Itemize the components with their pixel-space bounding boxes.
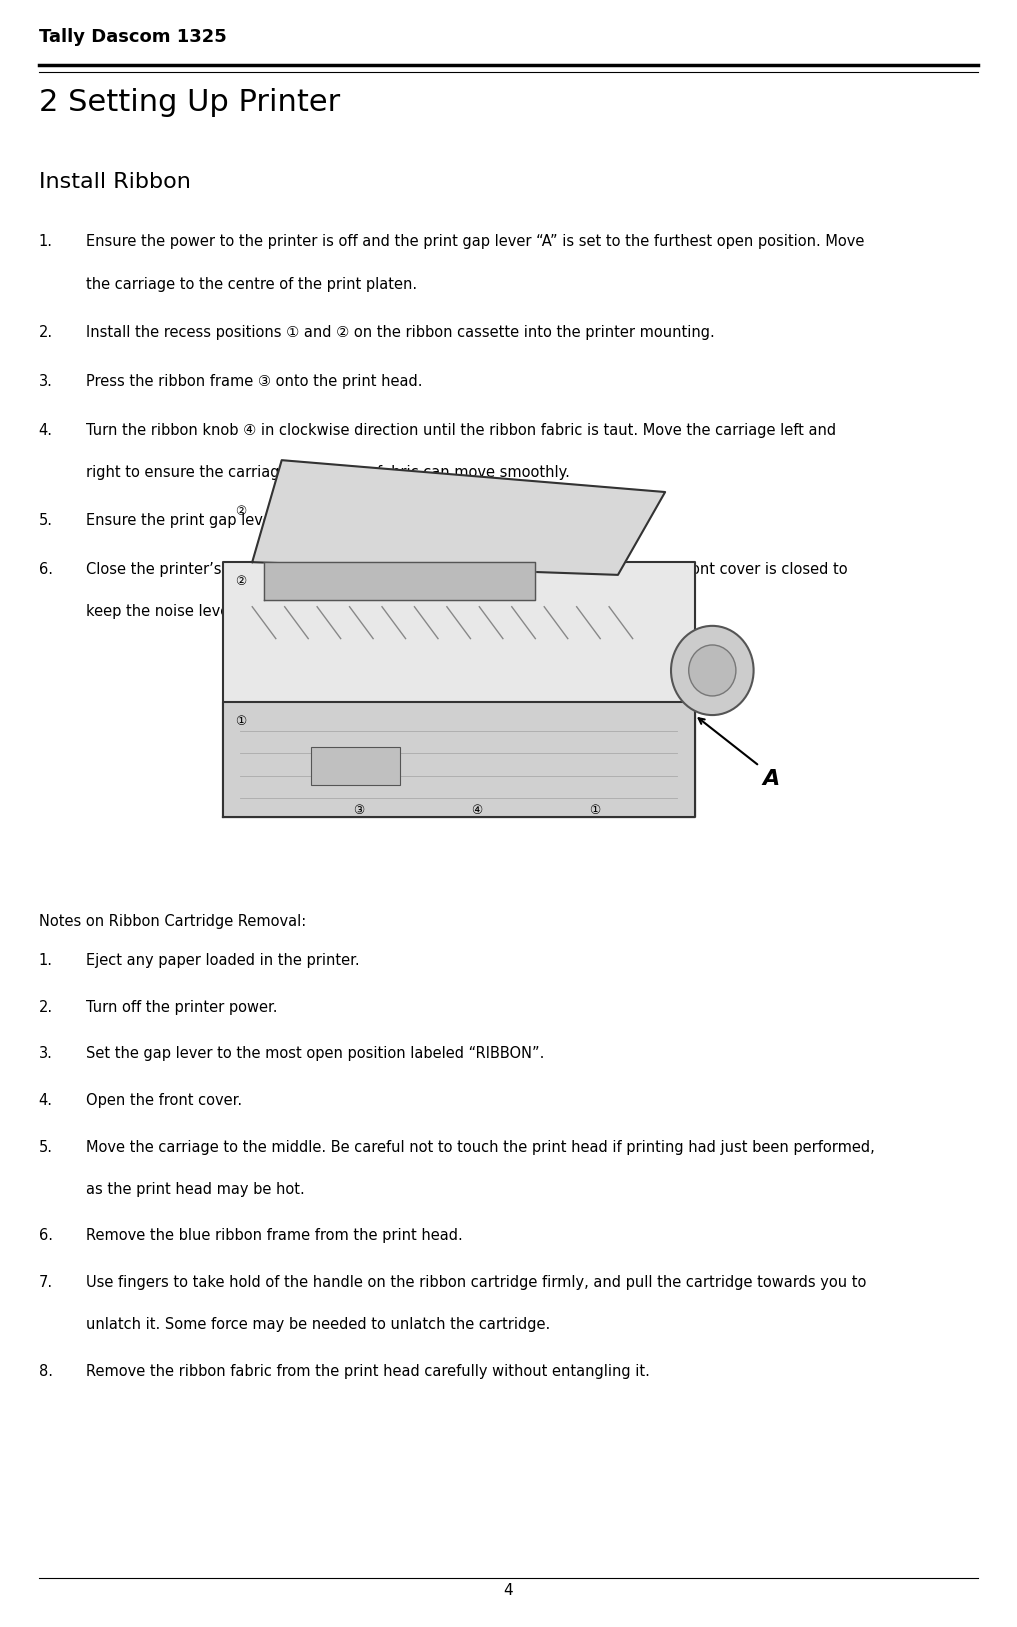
Text: ③: ③ xyxy=(353,804,364,817)
Text: 1.: 1. xyxy=(39,953,53,968)
Text: 3.: 3. xyxy=(39,374,53,389)
Text: right to ensure the carriage and ribbon fabric can move smoothly.: right to ensure the carriage and ribbon … xyxy=(86,465,571,480)
Text: Install Ribbon: Install Ribbon xyxy=(39,172,190,192)
Text: unlatch it. Some force may be needed to unlatch the cartridge.: unlatch it. Some force may be needed to … xyxy=(86,1318,550,1333)
Text: 2.: 2. xyxy=(39,1001,53,1015)
Text: 6.: 6. xyxy=(39,563,53,578)
Text: the carriage to the centre of the print platen.: the carriage to the centre of the print … xyxy=(86,277,418,291)
Text: Ensure the power to the printer is off and the print gap lever “A” is set to the: Ensure the power to the printer is off a… xyxy=(86,234,864,249)
Text: Tally Dascom 1325: Tally Dascom 1325 xyxy=(39,28,227,46)
Circle shape xyxy=(689,644,736,696)
Text: Open the front cover.: Open the front cover. xyxy=(86,1093,243,1108)
Circle shape xyxy=(671,626,754,716)
Text: ①: ① xyxy=(589,804,600,817)
Text: 8.: 8. xyxy=(39,1363,53,1378)
Text: Turn the ribbon knob ④ in clockwise direction until the ribbon fabric is taut. M: Turn the ribbon knob ④ in clockwise dire… xyxy=(86,423,837,438)
Text: 7.: 7. xyxy=(39,1276,53,1290)
Text: A: A xyxy=(763,770,780,789)
Text: keep the noise level to a minimum.: keep the noise level to a minimum. xyxy=(86,605,346,620)
Text: 4.: 4. xyxy=(39,1093,53,1108)
Text: Set the gap lever to the most open position labeled “RIBBON”.: Set the gap lever to the most open posit… xyxy=(86,1046,545,1061)
Polygon shape xyxy=(223,703,695,817)
Text: 6.: 6. xyxy=(39,1228,53,1243)
Text: Remove the ribbon fabric from the print head carefully without entangling it.: Remove the ribbon fabric from the print … xyxy=(86,1363,650,1378)
Text: Use fingers to take hold of the handle on the ribbon cartridge firmly, and pull : Use fingers to take hold of the handle o… xyxy=(86,1276,866,1290)
Text: Move the carriage to the middle. Be careful not to touch the print head if print: Move the carriage to the middle. Be care… xyxy=(86,1139,876,1155)
Text: Ensure the print gap lever “A” is set to the original position.: Ensure the print gap lever “A” is set to… xyxy=(86,514,524,529)
Text: Press the ribbon frame ③ onto the print head.: Press the ribbon frame ③ onto the print … xyxy=(86,374,423,389)
Polygon shape xyxy=(264,563,535,600)
Polygon shape xyxy=(223,563,695,817)
Text: Eject any paper loaded in the printer.: Eject any paper loaded in the printer. xyxy=(86,953,360,968)
Text: 5.: 5. xyxy=(39,1139,53,1155)
Text: as the print head may be hot.: as the print head may be hot. xyxy=(86,1181,305,1197)
Text: Turn off the printer power.: Turn off the printer power. xyxy=(86,1001,278,1015)
Text: 2 Setting Up Printer: 2 Setting Up Printer xyxy=(39,88,340,117)
Text: 3.: 3. xyxy=(39,1046,53,1061)
Bar xyxy=(311,747,400,786)
Text: ①: ① xyxy=(235,714,246,727)
Text: ②: ② xyxy=(235,574,246,587)
Text: Install the recess positions ① and ② on the ribbon cassette into the printer mou: Install the recess positions ① and ② on … xyxy=(86,325,715,340)
Text: 2.: 2. xyxy=(39,325,53,340)
Text: 5.: 5. xyxy=(39,514,53,529)
Text: Notes on Ribbon Cartridge Removal:: Notes on Ribbon Cartridge Removal: xyxy=(39,914,306,929)
Text: Remove the blue ribbon frame from the print head.: Remove the blue ribbon frame from the pr… xyxy=(86,1228,463,1243)
Text: ②: ② xyxy=(235,504,246,517)
Polygon shape xyxy=(252,460,665,574)
Text: 4.: 4. xyxy=(39,423,53,438)
Text: 1.: 1. xyxy=(39,234,53,249)
Text: Close the printer’s front cover. When printer is in operation, ensure the printe: Close the printer’s front cover. When pr… xyxy=(86,563,848,578)
Text: ④: ④ xyxy=(471,804,482,817)
Text: 4: 4 xyxy=(503,1583,514,1598)
